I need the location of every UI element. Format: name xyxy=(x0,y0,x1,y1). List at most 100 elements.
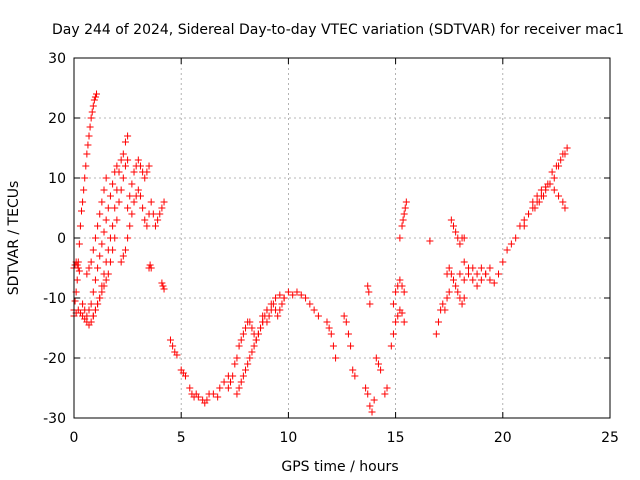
data-point xyxy=(561,150,569,158)
data-point xyxy=(100,282,108,290)
data-point xyxy=(394,312,402,320)
data-point xyxy=(477,276,485,284)
data-point xyxy=(109,246,117,254)
series-s22 xyxy=(432,288,453,338)
data-point xyxy=(224,384,232,392)
data-point xyxy=(98,240,106,248)
data-point xyxy=(297,291,305,299)
data-point xyxy=(548,168,556,176)
data-point xyxy=(344,330,352,338)
data-point xyxy=(276,306,284,314)
data-point xyxy=(263,318,271,326)
data-point xyxy=(121,246,129,254)
data-point xyxy=(239,372,247,380)
data-point xyxy=(278,300,286,308)
data-point xyxy=(248,348,256,356)
series-s8 xyxy=(124,156,153,212)
data-point xyxy=(79,198,87,206)
data-point xyxy=(398,222,406,230)
data-point xyxy=(362,384,370,392)
data-point xyxy=(246,354,254,362)
data-point xyxy=(80,186,88,194)
data-point xyxy=(351,372,359,380)
data-point xyxy=(389,330,397,338)
data-point xyxy=(443,294,451,302)
data-point xyxy=(269,300,277,308)
data-point xyxy=(115,198,123,206)
data-point xyxy=(166,336,174,344)
data-point xyxy=(104,270,112,278)
data-point xyxy=(447,216,455,224)
data-point xyxy=(124,132,132,140)
data-point xyxy=(134,186,142,194)
series-s16 xyxy=(362,354,391,416)
data-point xyxy=(84,141,92,149)
data-point xyxy=(544,180,552,188)
data-point xyxy=(533,192,541,200)
data-point xyxy=(525,210,533,218)
data-point xyxy=(460,294,468,302)
data-point xyxy=(512,234,520,242)
data-point xyxy=(126,192,134,200)
series-s13 xyxy=(259,288,322,320)
data-point xyxy=(91,234,99,242)
data-point xyxy=(370,396,378,404)
data-point xyxy=(233,354,241,362)
y-axis-label: SDTVAR / TECUs xyxy=(6,181,22,296)
data-point xyxy=(71,297,79,305)
data-point xyxy=(495,270,503,278)
data-point xyxy=(460,276,468,284)
data-point xyxy=(117,258,125,266)
data-point xyxy=(259,312,267,320)
data-point xyxy=(274,312,282,320)
data-point xyxy=(149,210,157,218)
data-point xyxy=(141,174,149,182)
data-point xyxy=(98,288,106,296)
data-point xyxy=(244,360,252,368)
data-point xyxy=(439,300,447,308)
data-point xyxy=(396,276,404,284)
data-point xyxy=(81,174,89,182)
data-point xyxy=(96,294,104,302)
data-point xyxy=(464,264,472,272)
data-point xyxy=(143,222,151,230)
data-point xyxy=(87,258,95,266)
data-point xyxy=(78,207,86,215)
data-point xyxy=(456,270,464,278)
data-point xyxy=(109,222,117,230)
y-tick-label: 10 xyxy=(48,171,66,187)
data-point xyxy=(306,300,314,308)
data-point xyxy=(456,240,464,248)
data-point xyxy=(434,318,442,326)
data-point xyxy=(141,216,149,224)
data-point xyxy=(76,222,84,230)
data-point xyxy=(235,384,243,392)
data-point xyxy=(540,192,548,200)
data-point xyxy=(557,156,565,164)
data-point xyxy=(310,306,318,314)
data-point xyxy=(452,228,460,236)
data-point xyxy=(276,291,284,299)
data-point xyxy=(85,264,93,272)
x-tick-label: 10 xyxy=(279,430,297,446)
data-point xyxy=(535,198,543,206)
data-point xyxy=(250,342,258,350)
series-s15 xyxy=(323,312,359,380)
data-point xyxy=(265,312,273,320)
data-point xyxy=(529,198,537,206)
data-point xyxy=(374,360,382,368)
data-point xyxy=(86,123,94,131)
data-point xyxy=(102,174,110,182)
chart-title: Day 244 of 2024, Sidereal Day-to-day VTE… xyxy=(52,22,624,38)
data-point xyxy=(128,180,136,188)
data-point xyxy=(392,288,400,296)
data-points xyxy=(70,90,571,416)
data-point xyxy=(145,162,153,170)
data-point xyxy=(91,306,99,314)
data-point xyxy=(552,162,560,170)
data-point xyxy=(400,288,408,296)
data-point xyxy=(445,264,453,272)
series-s14 xyxy=(263,294,288,326)
data-point xyxy=(73,261,81,269)
x-tick-label: 15 xyxy=(387,430,405,446)
